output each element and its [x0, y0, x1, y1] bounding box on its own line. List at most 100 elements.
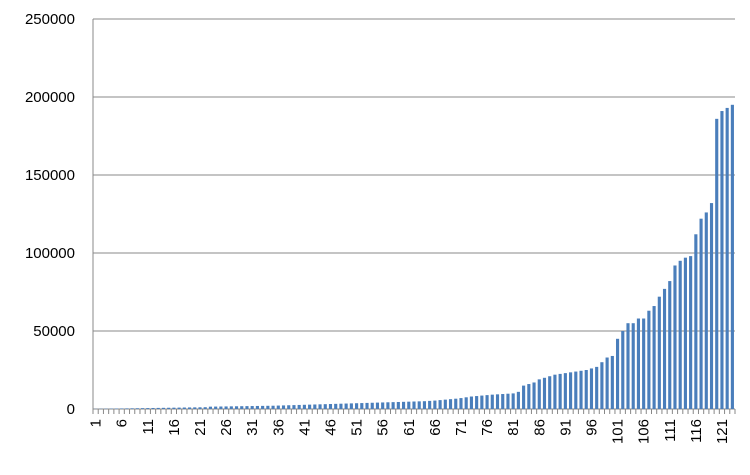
y-tick-label: 150000 [25, 167, 75, 184]
bar [652, 306, 656, 409]
bar [569, 372, 573, 409]
bar [198, 407, 202, 409]
bar [255, 405, 259, 409]
bar [428, 400, 432, 409]
bar [495, 394, 500, 409]
y-tick-label: 250000 [25, 11, 75, 28]
bar [146, 408, 150, 409]
bar [730, 104, 734, 410]
bar [240, 406, 244, 409]
bar [386, 402, 390, 409]
bar [459, 398, 463, 409]
bar [375, 402, 380, 409]
bar [715, 118, 719, 409]
bar [522, 385, 526, 409]
bar [177, 407, 181, 409]
bar [281, 405, 286, 409]
bar [417, 401, 421, 409]
bar [355, 403, 359, 409]
bar [370, 402, 374, 409]
bar [689, 256, 693, 409]
x-tick-label: 41 [296, 419, 313, 436]
bar [511, 393, 515, 409]
bar [219, 406, 223, 409]
bar [579, 370, 583, 409]
bar [172, 407, 176, 409]
bar [443, 399, 447, 409]
bar [261, 405, 265, 409]
x-tick-label: 91 [557, 419, 574, 436]
x-tick-label: 1 [88, 419, 105, 427]
x-tick-label: 66 [427, 419, 444, 436]
bar [673, 265, 677, 409]
bar [438, 400, 442, 409]
x-tick-label: 56 [375, 419, 392, 436]
bar [297, 404, 301, 409]
bar [156, 407, 160, 409]
bar [292, 405, 296, 409]
bar [208, 406, 213, 409]
bar [475, 396, 479, 409]
x-tick-label: 111 [662, 419, 679, 442]
bar [574, 371, 578, 409]
bar [250, 406, 254, 409]
x-tick-label: 81 [505, 419, 522, 436]
bar [563, 373, 567, 409]
bar [558, 373, 562, 409]
bar [161, 407, 166, 409]
x-tick-label: 96 [583, 419, 600, 436]
bar [187, 407, 192, 409]
bar [318, 404, 322, 409]
x-tick-label: 16 [166, 419, 183, 436]
x-tick-label: 46 [322, 419, 339, 436]
bar [313, 404, 317, 409]
bar [532, 382, 536, 409]
bar [589, 368, 594, 409]
bar [704, 212, 708, 409]
bar [615, 338, 620, 409]
bar [668, 281, 672, 409]
y-tick-label: 200000 [25, 89, 75, 106]
bar [214, 406, 218, 409]
x-tick-label: 76 [479, 419, 496, 436]
bar [203, 407, 207, 409]
x-tick-label: 6 [114, 419, 131, 427]
bar [657, 296, 661, 409]
bar [193, 407, 197, 409]
bar [548, 376, 552, 409]
y-tick-label: 0 [67, 401, 75, 418]
bar [125, 408, 129, 409]
bar [647, 310, 651, 409]
x-tick-label: 11 [140, 419, 157, 435]
bar [271, 405, 275, 409]
bar [266, 405, 270, 409]
bar [720, 111, 724, 409]
bar [151, 407, 155, 409]
x-tick-label: 36 [270, 419, 287, 436]
x-tick-label: 51 [349, 419, 366, 436]
x-tick-label: 71 [453, 419, 470, 436]
x-tick-label: 121 [714, 419, 731, 444]
bar [678, 260, 682, 409]
bar [224, 406, 228, 409]
x-tick-label: 61 [401, 419, 418, 436]
bar [610, 355, 614, 409]
bar [490, 394, 494, 409]
bar [506, 393, 510, 409]
bar [469, 396, 473, 409]
bar [167, 407, 171, 409]
x-tick-label: 101 [610, 419, 627, 444]
bar [600, 362, 604, 409]
bar [120, 408, 124, 409]
bar [245, 406, 249, 409]
bar [485, 395, 489, 409]
bar [553, 374, 557, 409]
bar [308, 404, 312, 409]
x-tick-label: 21 [192, 419, 209, 436]
bar [584, 370, 588, 409]
x-tick-label: 26 [218, 419, 235, 436]
bar [323, 404, 327, 409]
bar [631, 323, 635, 409]
bar [130, 408, 134, 409]
x-tick-label: 31 [244, 419, 261, 436]
